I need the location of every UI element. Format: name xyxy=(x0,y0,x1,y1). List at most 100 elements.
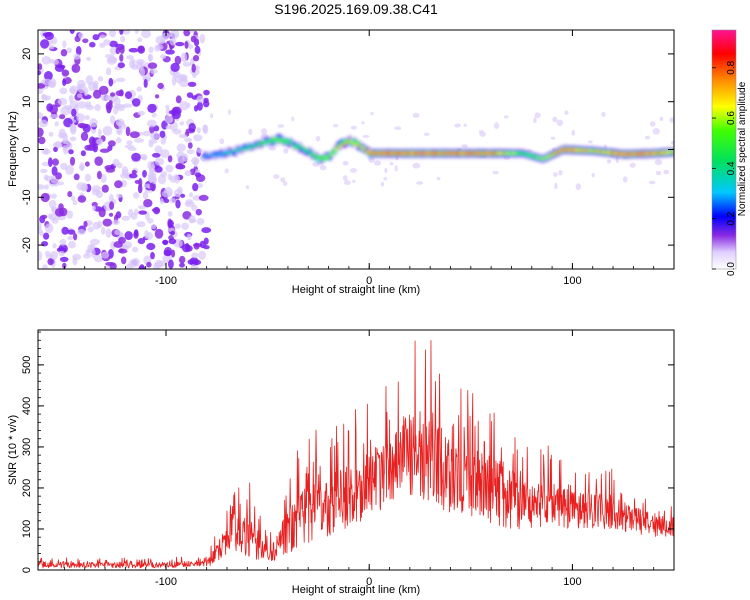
noise-blob xyxy=(62,145,68,152)
noise-blob xyxy=(97,128,102,138)
noise-blob xyxy=(71,195,76,202)
noise-speck xyxy=(416,181,424,185)
noise-blob xyxy=(128,173,138,179)
noise-blob xyxy=(138,178,143,188)
noise-blob xyxy=(179,262,185,268)
ridge-cell xyxy=(570,149,573,151)
noise-blob xyxy=(83,220,88,228)
noise-blob xyxy=(48,44,55,50)
noise-speck xyxy=(663,169,670,175)
noise-blob xyxy=(76,93,83,98)
noise-blob xyxy=(182,61,191,67)
noise-blob xyxy=(78,32,84,39)
noise-speck xyxy=(533,117,537,124)
ridge-cell xyxy=(261,142,264,146)
noise-speck xyxy=(342,160,349,166)
noise-blob xyxy=(172,128,182,135)
noise-blob xyxy=(191,63,196,73)
ridge-cell xyxy=(417,152,420,155)
ridge-cell xyxy=(280,138,283,141)
ridge-cell xyxy=(512,152,515,155)
ridge-cell xyxy=(626,153,630,156)
ridge-cell xyxy=(546,156,549,158)
noise-speck xyxy=(248,128,253,136)
ridge-cell xyxy=(202,157,205,160)
noise-blob xyxy=(149,182,154,190)
noise-blob xyxy=(198,194,209,201)
ridge-cell xyxy=(329,153,332,157)
noise-blob xyxy=(169,37,177,46)
noise-blob xyxy=(80,150,86,157)
noise-blob xyxy=(137,205,147,210)
ridge-cell xyxy=(668,151,671,154)
noise-blob xyxy=(175,162,184,170)
ridge-cell xyxy=(434,152,437,155)
ridge-cell xyxy=(285,139,288,143)
noise-blob xyxy=(137,45,145,53)
noise-blob xyxy=(54,121,59,127)
ridge-cell xyxy=(324,155,327,158)
ridge-cell xyxy=(456,152,459,155)
ridge-cell xyxy=(439,152,442,155)
ridge-cell xyxy=(358,146,361,149)
noise-blob xyxy=(134,30,139,34)
noise-blob xyxy=(128,47,139,53)
noise-blob xyxy=(77,122,87,129)
noise-blob xyxy=(42,32,53,37)
noise-blob xyxy=(52,59,59,65)
ridge-cell xyxy=(536,156,539,159)
noise-blob xyxy=(174,55,182,65)
ridge-cell xyxy=(565,148,569,151)
noise-blob xyxy=(44,95,51,101)
ridge-cell xyxy=(246,144,249,147)
ridge-cell xyxy=(312,155,315,158)
ridge-cell xyxy=(205,154,208,157)
ridge-cell xyxy=(322,155,325,158)
ridge-cell xyxy=(251,143,254,147)
ridge-cell xyxy=(214,152,217,156)
ridge-cell xyxy=(270,139,274,142)
ridge-cell xyxy=(631,153,634,155)
noise-blob xyxy=(38,184,45,190)
ridge-cell xyxy=(287,140,291,148)
ridge-cell xyxy=(646,152,649,155)
noise-blob xyxy=(81,182,88,192)
ridge-cell xyxy=(661,151,664,154)
ridge-cell xyxy=(607,151,610,154)
noise-blob xyxy=(196,101,203,111)
noise-blob xyxy=(122,30,131,35)
ridge-cell xyxy=(322,156,325,160)
noise-blob xyxy=(54,141,62,148)
colorbar-tick-label: 0.8 xyxy=(726,60,737,74)
noise-blob xyxy=(187,142,193,149)
noise-blob xyxy=(154,94,160,99)
ridge-cell xyxy=(405,152,408,155)
noise-blob xyxy=(67,191,73,198)
noise-blob xyxy=(151,112,157,118)
noise-blob xyxy=(176,143,186,152)
ridge-cell xyxy=(351,141,354,144)
noise-blob xyxy=(184,201,195,208)
ridge-cell xyxy=(305,148,308,150)
noise-blob xyxy=(38,250,43,261)
noise-blob xyxy=(154,44,161,52)
noise-blob xyxy=(178,133,187,139)
noise-blob xyxy=(69,87,76,93)
ridge-cell xyxy=(317,154,320,159)
noise-blob xyxy=(109,201,115,210)
noise-speck xyxy=(550,136,556,140)
noise-blob xyxy=(183,30,191,37)
noise-blob xyxy=(165,49,175,55)
ridge-cell xyxy=(658,152,661,154)
ridge-cell xyxy=(334,148,337,151)
ridge-cell xyxy=(614,152,617,155)
noise-speck xyxy=(319,165,327,171)
noise-blob xyxy=(69,156,76,166)
noise-blob xyxy=(71,63,81,73)
ridge-cell xyxy=(217,154,220,158)
noise-blob xyxy=(67,105,73,115)
noise-blob xyxy=(121,169,129,177)
noise-blob xyxy=(168,259,174,269)
noise-blob xyxy=(146,261,152,268)
ridge-cell xyxy=(319,159,322,162)
